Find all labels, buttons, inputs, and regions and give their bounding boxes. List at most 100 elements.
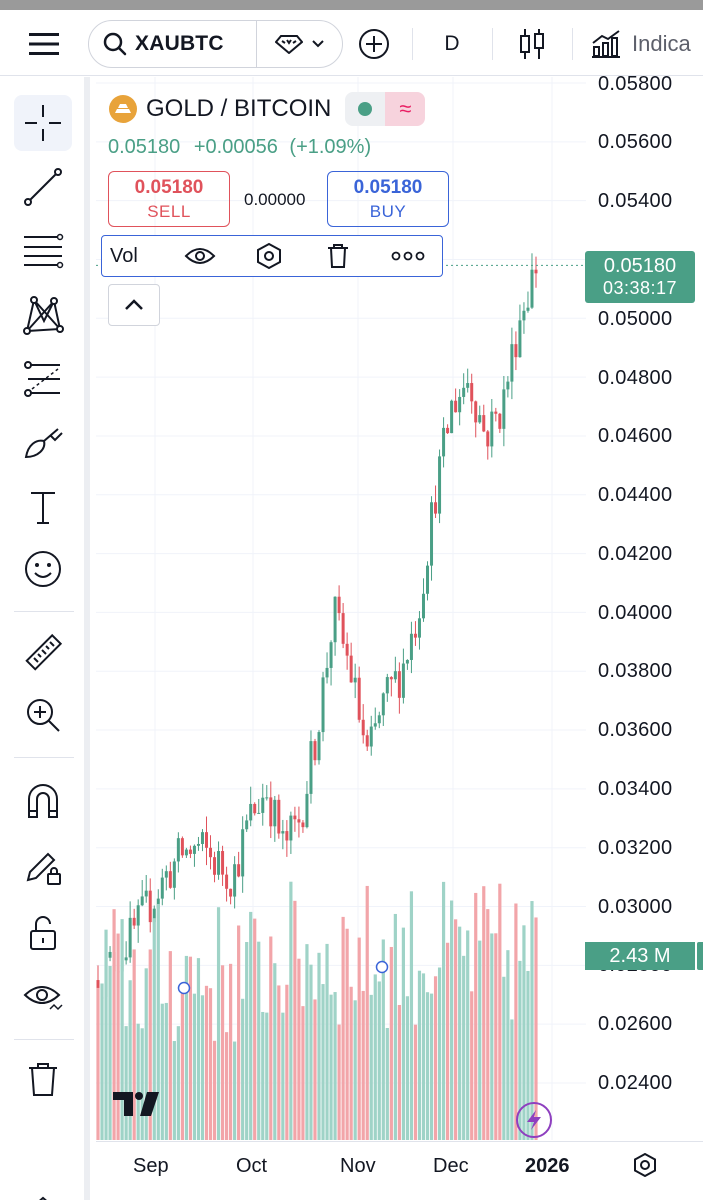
buy-button[interactable]: 0.05180 BUY — [327, 171, 449, 227]
volume-bar — [168, 951, 172, 1140]
volume-bar — [233, 1041, 237, 1140]
more-dots-icon — [391, 251, 424, 261]
volume-bar — [337, 1024, 341, 1140]
candle-body — [349, 655, 353, 683]
candle-body — [245, 820, 249, 830]
volume-bar — [144, 968, 148, 1140]
remove-drawings-tool[interactable] — [14, 1051, 72, 1107]
price-chart[interactable] — [96, 77, 703, 1200]
candle-body — [144, 890, 148, 897]
volume-bar — [208, 988, 213, 1140]
volume-bar — [269, 936, 273, 1140]
volume-bar — [470, 991, 474, 1140]
candle-body — [421, 593, 425, 619]
volume-bar — [132, 949, 136, 1140]
emoji-tool[interactable] — [14, 541, 72, 597]
volume-bar — [212, 1040, 217, 1140]
volume-bar — [229, 963, 233, 1140]
search-icon — [103, 32, 127, 56]
price-tick: 0.05600 — [598, 131, 673, 153]
hide-drawings-tool[interactable] — [14, 969, 72, 1025]
candle-body — [229, 888, 233, 897]
magnet-tool[interactable] — [14, 773, 72, 829]
candle-body — [454, 400, 458, 413]
bar-countdown: 03:38:17 — [602, 278, 678, 298]
settings-hexagon-icon — [257, 242, 282, 270]
toolbar-divider — [14, 611, 74, 612]
volume-bar — [466, 930, 470, 1140]
time-axis-settings-button[interactable] — [630, 1150, 660, 1180]
chart-type-button[interactable] — [510, 22, 554, 66]
volume-study-legend[interactable]: Vol — [101, 235, 443, 277]
study-settings-button[interactable] — [235, 242, 304, 270]
remove-study-button[interactable] — [304, 243, 373, 269]
candle-body — [124, 957, 128, 961]
security-type-button[interactable] — [257, 34, 342, 54]
candle-body — [482, 415, 486, 432]
symbol-search-button[interactable]: XAUBTC — [89, 21, 257, 67]
candle-body — [132, 917, 136, 926]
candle-body — [180, 838, 184, 856]
candle-body — [188, 849, 192, 854]
candle-body — [329, 642, 333, 668]
symbol-title[interactable]: GOLD / BITCOIN — [146, 95, 332, 122]
expand-toolbar-button[interactable] — [14, 1173, 72, 1200]
compare-add-button[interactable] — [352, 22, 396, 66]
toggle-visibility-button[interactable] — [166, 245, 235, 267]
measure-tool[interactable] — [14, 625, 72, 681]
volume-bar — [140, 1028, 144, 1140]
price-tick: 0.05400 — [598, 190, 673, 212]
candle-body — [217, 851, 221, 875]
pattern-tool[interactable] — [14, 287, 72, 343]
quick-action-button[interactable] — [516, 1102, 552, 1138]
volume-bar — [152, 918, 156, 1140]
legend-title-row: GOLD / BITCOIN ≈ — [108, 92, 426, 126]
candle-body — [209, 847, 213, 858]
volume-bar — [297, 958, 301, 1140]
text-tool[interactable] — [14, 479, 72, 535]
volume-bar — [301, 1006, 305, 1140]
candle-body — [393, 671, 397, 680]
collapse-legend-button[interactable] — [108, 284, 160, 326]
zoom-in-tool[interactable] — [14, 687, 72, 743]
fib-retracement-tool[interactable] — [14, 223, 72, 279]
candle-body — [136, 905, 140, 926]
volume-bar — [349, 986, 353, 1140]
brush-tool[interactable] — [14, 415, 72, 471]
chart-pane[interactable] — [96, 77, 703, 1200]
time-tick: Oct — [236, 1155, 268, 1177]
more-options-button[interactable] — [373, 251, 442, 261]
candle-body — [192, 845, 196, 854]
crosshair-icon — [25, 105, 61, 141]
menu-button[interactable] — [14, 22, 74, 66]
volume-bar — [188, 956, 193, 1140]
candle-body — [458, 396, 462, 413]
volume-bar — [425, 992, 430, 1140]
volume-bar — [164, 1002, 168, 1140]
tradingview-logo[interactable] — [113, 1090, 165, 1123]
interval-button[interactable]: D — [444, 32, 460, 55]
eye-icon — [185, 248, 216, 264]
volume-bar — [265, 1012, 269, 1140]
candle-body — [478, 415, 482, 423]
crosshair-tool[interactable] — [14, 95, 72, 151]
last-price-label: 0.05180 03:38:17 — [585, 251, 695, 303]
top-toolbar: XAUBTC D Indica — [0, 10, 703, 76]
lock-drawing-tool[interactable] — [14, 839, 72, 895]
candle-body — [285, 831, 289, 841]
indicators-button[interactable]: Indica — [590, 22, 703, 66]
volume-value-label: 2.43 M — [585, 942, 695, 970]
market-status[interactable]: ≈ — [345, 92, 426, 126]
zoom-in-icon — [27, 699, 60, 732]
lock-all-tool[interactable] — [14, 905, 72, 961]
candle-body — [301, 822, 305, 828]
candlestick-icon — [520, 29, 544, 59]
trend-line-tool[interactable] — [14, 159, 72, 215]
forecast-tool[interactable] — [14, 351, 72, 407]
wave-icon: ≈ — [385, 92, 426, 126]
volume-bar — [506, 950, 510, 1140]
volume-bar — [534, 917, 538, 1140]
sell-button[interactable]: 0.05180 SELL — [108, 171, 230, 227]
volume-bar — [241, 998, 245, 1140]
volume-bar — [333, 992, 337, 1140]
